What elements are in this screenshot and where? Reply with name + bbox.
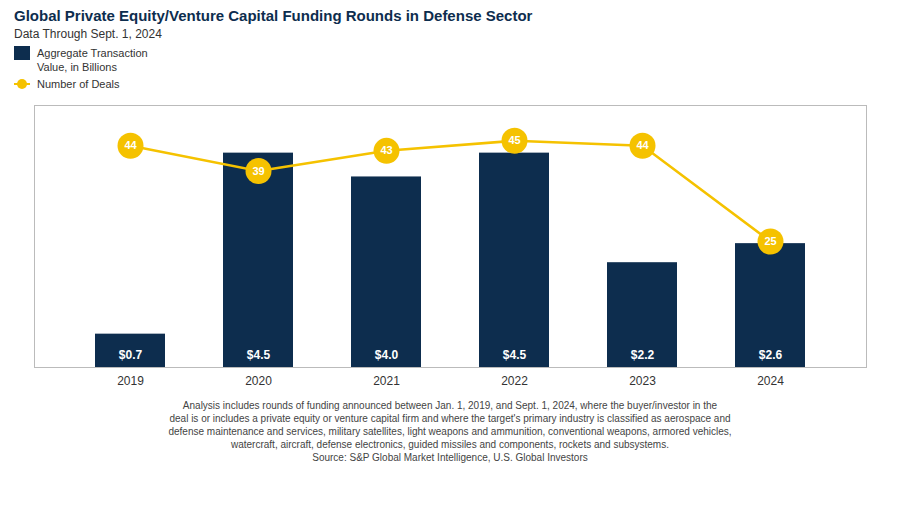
html-text:Data Through Sept. 1, 2024: Data Through Sept. 1, 2024	[14, 27, 162, 41]
svg-text:39: 39	[252, 165, 264, 177]
html-text:Source: S&P Global Market Inte: Source: S&P Global Market Intelligence, …	[312, 452, 588, 463]
svg-text:2020: 2020	[245, 374, 272, 388]
svg-text:2024: 2024	[757, 374, 784, 388]
svg-text:$4.0: $4.0	[375, 348, 399, 362]
html-text:deal is or includes a private: deal is or includes a private equity or …	[169, 413, 731, 424]
html-text:Analysis includes rounds of fu: Analysis includes rounds of funding anno…	[182, 400, 718, 411]
svg-text:$2.6: $2.6	[759, 348, 783, 362]
svg-text:2023: 2023	[629, 374, 656, 388]
svg-text:43: 43	[380, 144, 392, 156]
svg-text:2021: 2021	[373, 374, 400, 388]
html-text:defense maintenance and servic: defense maintenance and services, milita…	[168, 426, 732, 437]
svg-text:$0.7: $0.7	[119, 348, 143, 362]
svg-text:45: 45	[508, 134, 520, 146]
svg-text:44: 44	[124, 139, 137, 151]
html-text:Number of Deals: Number of Deals	[37, 78, 120, 90]
html-text:Aggregate Transaction Value, i: Aggregate Transaction Value, in Billions	[37, 47, 148, 73]
svg-text:$4.5: $4.5	[503, 348, 527, 362]
svg-text:2019: 2019	[117, 374, 144, 388]
svg-text:2022: 2022	[501, 374, 528, 388]
svg-text:44: 44	[636, 139, 649, 151]
svg-text:$4.5: $4.5	[247, 348, 271, 362]
html-text:Global Private Equity/Venture: Global Private Equity/Venture Capital Fu…	[14, 7, 533, 24]
html-text:watercraft, aircraft, defense: watercraft, aircraft, defense electronic…	[231, 439, 669, 450]
svg-text:25: 25	[764, 235, 776, 247]
svg-text:$2.2: $2.2	[631, 348, 655, 362]
